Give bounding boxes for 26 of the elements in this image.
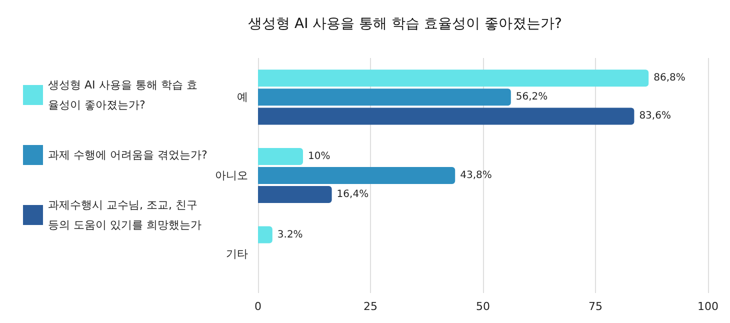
bar xyxy=(258,167,456,184)
bar xyxy=(258,108,634,125)
x-tick-label: 25 xyxy=(364,300,378,313)
x-tick-label: 100 xyxy=(698,300,718,313)
data-label: 56,2% xyxy=(516,92,548,103)
bar xyxy=(258,88,511,106)
bar xyxy=(258,70,649,87)
x-tick-label: 0 xyxy=(254,300,262,313)
x-tick-label: 75 xyxy=(588,300,602,313)
bar xyxy=(258,226,272,244)
data-label: 83,6% xyxy=(639,110,671,122)
legend-label: 과제수행시 교수님, 조교, 친구 등의 도움이 있기를 희망했는가 xyxy=(48,198,202,232)
legend-label: 과제 수행에 어려움을 겪었는가? xyxy=(48,148,208,162)
legend-label: 생성형 AI 사용을 통해 학습 효율성이 좋아졌는가? xyxy=(48,78,198,112)
x-tick-label: 50 xyxy=(476,300,490,313)
bar xyxy=(258,186,332,204)
chart-title: 생성형 AI 사용을 통해 학습 효율성이 좋아졌는가? xyxy=(248,16,562,32)
y-tick-label: 아니오 xyxy=(215,169,248,182)
data-label: 3.2% xyxy=(277,229,303,240)
y-tick-label: 기타 xyxy=(226,247,248,260)
data-label: 43,8% xyxy=(460,170,492,181)
y-tick-label: 예 xyxy=(237,90,248,104)
data-label: 86,8% xyxy=(654,72,686,84)
data-label: 16,4% xyxy=(336,189,369,200)
data-label: 10% xyxy=(308,150,330,162)
bar xyxy=(258,148,303,165)
